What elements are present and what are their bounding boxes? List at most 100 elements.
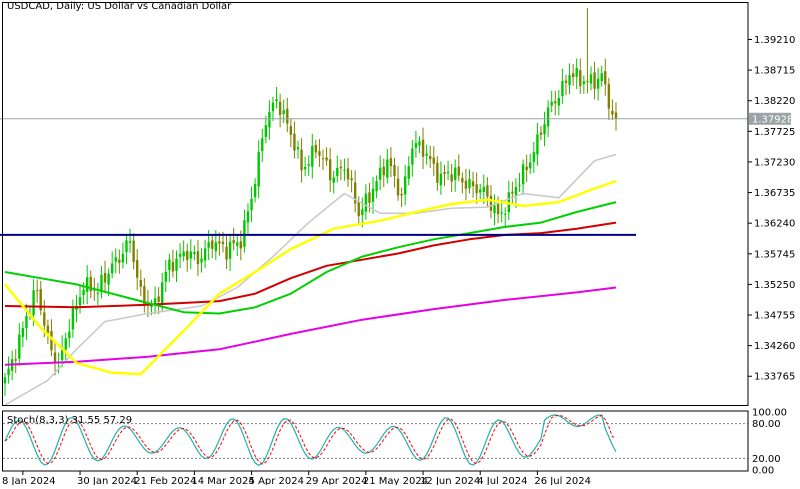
candle-body — [118, 259, 121, 263]
y-tick-label: 1.34260 — [754, 341, 795, 352]
candle-body — [35, 290, 39, 292]
candle-body — [321, 158, 325, 160]
candle-body — [468, 178, 471, 189]
candle-body — [193, 252, 196, 254]
candle-body — [564, 80, 568, 83]
candle-body — [178, 254, 182, 257]
candle-body — [586, 80, 589, 82]
osc-panel-frame — [2, 410, 749, 472]
candle-body — [82, 289, 85, 296]
candle-body — [418, 141, 421, 146]
candle-body — [253, 184, 257, 198]
candle-body — [50, 331, 53, 351]
candle-body — [203, 248, 207, 261]
candle-body — [554, 101, 557, 104]
candle-body — [382, 166, 385, 176]
candle-body — [39, 289, 42, 311]
candle-body — [361, 209, 364, 216]
candle-body — [257, 152, 260, 187]
candle-body — [143, 286, 146, 305]
y-tick-label: 1.37725 — [754, 127, 795, 138]
candle-body — [425, 153, 428, 156]
x-tick-label: 21 May 2024 — [363, 476, 428, 485]
osc-y-tick-label: 20.00 — [752, 454, 781, 465]
candle-body — [7, 368, 10, 376]
candle-body — [43, 312, 46, 326]
candle-body — [189, 251, 193, 259]
candle-body — [271, 102, 275, 112]
candle-body — [318, 151, 321, 156]
candle-body — [314, 144, 318, 153]
candle-body — [325, 157, 328, 161]
y-tick-label: 1.38220 — [754, 96, 795, 107]
candle-body — [364, 193, 368, 212]
candle-body — [236, 242, 239, 246]
ma-line-grey — [4, 153, 617, 406]
candle-body — [511, 191, 514, 194]
ma-line-green — [4, 201, 617, 315]
candle-body — [275, 99, 278, 102]
candle-body — [443, 172, 446, 174]
candle-body — [461, 178, 464, 183]
stoch-signal-line — [4, 414, 617, 465]
candle-body — [514, 186, 518, 196]
candle-body — [486, 185, 489, 197]
x-tick-label: 14 Mar 2024 — [191, 476, 254, 485]
candle-body — [532, 152, 536, 162]
y-tick-label: 1.38715 — [754, 66, 795, 77]
candle-body — [128, 241, 132, 243]
candles-layer — [3, 7, 618, 396]
candle-body — [239, 241, 243, 249]
osc-y-tick-label: 0.00 — [752, 466, 774, 477]
candle-body — [593, 72, 596, 89]
candle-body — [529, 162, 532, 169]
y-tick-label: 1.34755 — [754, 311, 795, 322]
candle-body — [343, 169, 346, 171]
candle-body — [475, 184, 478, 194]
y-tick-label: 1.36240 — [754, 219, 795, 230]
candle-body — [3, 377, 7, 384]
x-tick-label: 12 Jun 2024 — [420, 476, 480, 485]
candle-body — [436, 162, 439, 183]
candle-body — [525, 166, 528, 171]
osc-y-tick-label: 80.00 — [752, 419, 781, 430]
candle-body — [53, 352, 57, 364]
candle-body — [250, 198, 253, 211]
candle-body — [171, 261, 175, 272]
candle-body — [411, 148, 414, 165]
y-tick-label: 1.33765 — [754, 372, 795, 383]
candle-body — [350, 178, 353, 181]
candle-body — [200, 258, 203, 263]
y-tick-label: 1.36735 — [754, 188, 795, 199]
candle-body — [504, 213, 507, 215]
candle-body — [457, 166, 460, 176]
candle-body — [378, 167, 382, 180]
candle-body — [303, 166, 307, 170]
candle-body — [121, 253, 125, 263]
candle-body — [400, 194, 403, 196]
ma-line-magenta — [4, 286, 617, 366]
candle-body — [100, 274, 103, 293]
y-tick-label: 1.35745 — [754, 249, 795, 260]
candle-body — [32, 290, 35, 316]
candle-body — [153, 298, 157, 305]
osc-y-tick-label: 100.00 — [752, 408, 787, 419]
candle-body — [164, 271, 167, 282]
candle-body — [264, 125, 268, 137]
candle-body — [139, 280, 142, 287]
candle-body — [428, 155, 432, 160]
candle-body — [300, 149, 303, 171]
y-tick-label: 1.39210 — [754, 35, 795, 46]
candle-body — [489, 195, 493, 211]
candle-body — [332, 177, 335, 183]
candle-body — [168, 259, 171, 271]
candle-body — [571, 73, 575, 78]
candle-body — [371, 188, 375, 202]
candle-body — [228, 241, 232, 259]
candle-body — [536, 134, 539, 155]
candle-body — [582, 81, 586, 85]
candle-body — [246, 211, 250, 223]
x-tick-label: 4 Jul 2024 — [477, 476, 527, 485]
